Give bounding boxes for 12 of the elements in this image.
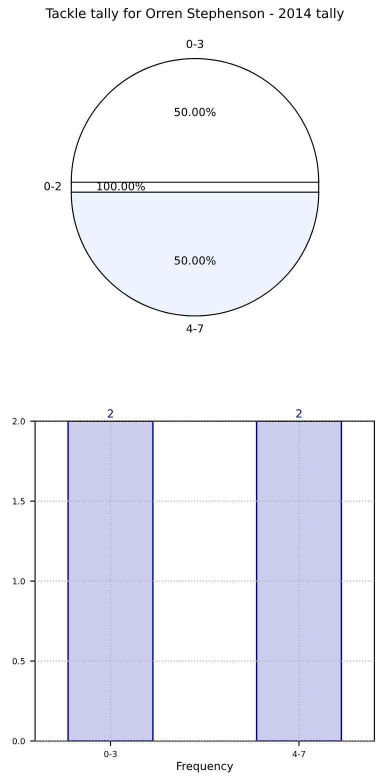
x-axis-title: Frequency [177,762,234,772]
slice-label: 4-7 [186,324,204,333]
data-label: 2 [108,409,113,418]
slice-label: 0-3 [186,40,204,48]
data-label: 2 [296,409,302,418]
chart-title: Tackle tally for Orren Stephenson - 2014 tally [46,8,344,21]
y-tick-label: 1.0 [13,578,25,584]
y-tick-label: 1.5 [13,498,25,504]
slice-label: 0-2 [44,182,61,190]
y-tick-label: 0.5 [12,658,25,664]
y-tick-label: 2.0 [12,418,25,424]
y-tick-label: 0.0 [12,738,25,744]
